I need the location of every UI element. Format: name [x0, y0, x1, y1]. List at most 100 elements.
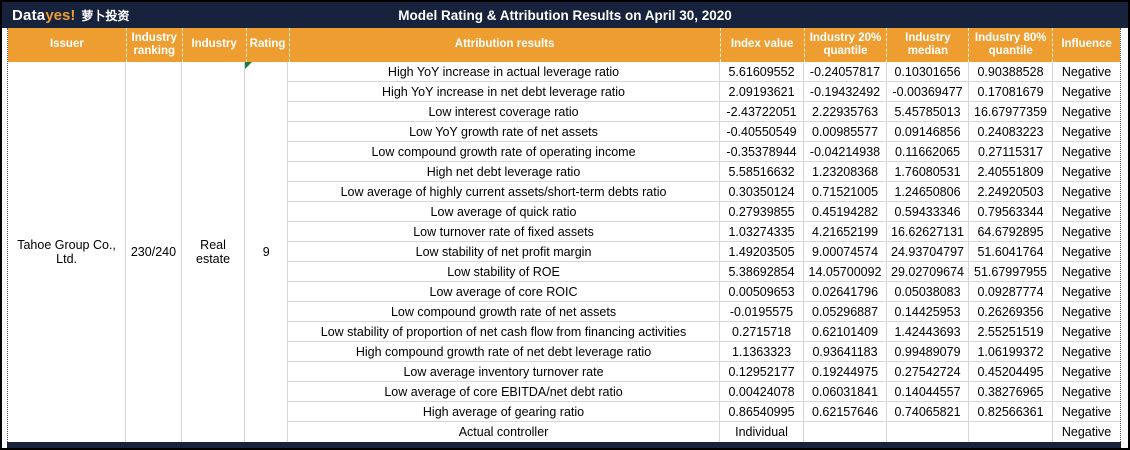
attribution-cell[interactable]: High net debt leverage ratio: [288, 162, 721, 182]
index-value-cell[interactable]: -0.40550549: [720, 122, 805, 142]
median-cell[interactable]: 5.45785013: [887, 102, 970, 122]
index-value-cell[interactable]: 0.30350124: [720, 182, 805, 202]
median-cell[interactable]: 0.05038083: [887, 282, 970, 302]
median-cell[interactable]: 0.99489079: [887, 342, 970, 362]
influence-cell[interactable]: Negative: [1053, 242, 1121, 262]
attribution-cell[interactable]: Low stability of net profit margin: [288, 242, 721, 262]
industry-cell[interactable]: Real estate: [182, 62, 246, 442]
median-cell[interactable]: 1.42443693: [887, 322, 970, 342]
q20-cell[interactable]: 0.19244975: [804, 362, 888, 382]
col-header-industry[interactable]: Industry: [183, 28, 247, 62]
index-value-cell[interactable]: 0.27939855: [720, 202, 805, 222]
q20-cell[interactable]: -0.04214938: [804, 142, 888, 162]
influence-cell[interactable]: Negative: [1053, 362, 1121, 382]
q80-cell[interactable]: 51.6041764: [969, 242, 1054, 262]
col-header-industry-20-quantile[interactable]: Industry 20% quantile: [805, 28, 888, 62]
q80-cell[interactable]: 0.27115317: [969, 142, 1054, 162]
index-value-cell[interactable]: 0.00509653: [720, 282, 805, 302]
influence-cell[interactable]: Negative: [1053, 222, 1121, 242]
index-value-cell[interactable]: 2.09193621: [720, 82, 805, 102]
q80-cell[interactable]: 0.90388528: [969, 62, 1054, 82]
index-value-cell[interactable]: 0.00424078: [720, 382, 805, 402]
median-cell[interactable]: 29.02709674: [887, 262, 970, 282]
influence-cell[interactable]: Negative: [1061, 425, 1112, 439]
median-cell[interactable]: [887, 422, 970, 442]
attribution-cell[interactable]: Low YoY growth rate of net assets: [288, 122, 721, 142]
col-header-rating[interactable]: Rating: [247, 28, 290, 62]
q80-cell[interactable]: 51.67997955: [969, 262, 1054, 282]
influence-cell[interactable]: Negative: [1053, 202, 1121, 222]
q80-cell[interactable]: 0.45204495: [969, 362, 1054, 382]
q20-cell[interactable]: 9.00074574: [804, 242, 888, 262]
attribution-cell[interactable]: Low stability of proportion of net cash …: [288, 322, 721, 342]
col-header-industry-80-quantile[interactable]: Industry 80% quantile: [969, 28, 1054, 62]
q80-cell[interactable]: 2.55251519: [969, 322, 1054, 342]
median-cell[interactable]: 0.14425953: [887, 302, 970, 322]
q20-cell[interactable]: 14.05700092: [804, 262, 888, 282]
col-header-index-value[interactable]: Index value: [721, 28, 805, 62]
median-cell[interactable]: 0.59433346: [887, 202, 970, 222]
q80-cell[interactable]: 0.17081679: [969, 82, 1054, 102]
q80-cell[interactable]: 0.82566361: [969, 402, 1054, 422]
q20-cell[interactable]: 0.05296887: [804, 302, 888, 322]
influence-cell[interactable]: Negative: [1053, 342, 1121, 362]
attribution-cell[interactable]: Low average inventory turnover rate: [288, 362, 721, 382]
issuer-cell[interactable]: Tahoe Group Co., Ltd.: [8, 62, 127, 442]
attribution-cell[interactable]: High YoY increase in net debt leverage r…: [288, 82, 721, 102]
index-value-cell[interactable]: 0.2715718: [720, 322, 805, 342]
q80-cell[interactable]: 1.06199372: [969, 342, 1054, 362]
median-cell[interactable]: 1.24650806: [887, 182, 970, 202]
index-value-cell[interactable]: 5.61609552: [720, 62, 805, 82]
q80-cell[interactable]: [969, 422, 1054, 442]
attribution-cell[interactable]: Low compound growth rate of net assets: [288, 302, 721, 322]
col-header-industry-ranking[interactable]: Industry ranking: [127, 28, 183, 62]
index-value-cell[interactable]: 5.38692854: [720, 262, 805, 282]
influence-cell[interactable]: Negative: [1053, 142, 1121, 162]
median-cell[interactable]: 0.14044557: [887, 382, 970, 402]
index-value-cell[interactable]: -0.35378944: [720, 142, 805, 162]
attribution-cell[interactable]: Low compound growth rate of operating in…: [288, 142, 721, 162]
influence-cell[interactable]: Negative: [1053, 182, 1121, 202]
influence-cell[interactable]: Negative: [1053, 302, 1121, 322]
q80-cell[interactable]: 16.67977359: [969, 102, 1054, 122]
attribution-cell[interactable]: Low average of core ROIC: [288, 282, 721, 302]
q20-cell[interactable]: 0.93641183: [804, 342, 888, 362]
median-cell[interactable]: 0.10301656: [887, 62, 970, 82]
col-header-influence[interactable]: Influence: [1061, 38, 1112, 51]
col-header-industry-median[interactable]: Industry median: [887, 28, 970, 62]
influence-cell[interactable]: Negative: [1053, 62, 1121, 82]
influence-cell[interactable]: Negative: [1053, 122, 1121, 142]
attribution-cell[interactable]: Low average of quick ratio: [288, 202, 721, 222]
attribution-cell[interactable]: Low interest coverage ratio: [288, 102, 721, 122]
influence-cell[interactable]: Negative: [1053, 82, 1121, 102]
q80-cell[interactable]: 0.24083223: [969, 122, 1054, 142]
q20-cell[interactable]: -0.19432492: [804, 82, 888, 102]
index-value-cell[interactable]: Individual: [720, 422, 805, 442]
median-cell[interactable]: 0.74065821: [887, 402, 970, 422]
median-cell[interactable]: 0.27542724: [887, 362, 970, 382]
attribution-cell[interactable]: Low average of core EBITDA/net debt rati…: [288, 382, 721, 402]
q20-cell[interactable]: 0.62157646: [804, 402, 888, 422]
q80-cell[interactable]: 2.40551809: [969, 162, 1054, 182]
q20-cell[interactable]: [804, 422, 888, 442]
influence-cell[interactable]: Negative: [1053, 322, 1121, 342]
index-value-cell[interactable]: -0.0195575: [720, 302, 805, 322]
index-value-cell[interactable]: 5.58516632: [720, 162, 805, 182]
q20-cell[interactable]: 4.21652199: [804, 222, 888, 242]
index-value-cell[interactable]: 1.03274335: [720, 222, 805, 242]
median-cell[interactable]: 24.93704797: [887, 242, 970, 262]
median-cell[interactable]: 1.76080531: [887, 162, 970, 182]
q80-cell[interactable]: 0.26269356: [969, 302, 1054, 322]
influence-cell[interactable]: Negative: [1053, 382, 1121, 402]
q80-cell[interactable]: 0.79563344: [969, 202, 1054, 222]
attribution-cell[interactable]: Low turnover rate of fixed assets: [288, 222, 721, 242]
q20-cell[interactable]: 0.62101409: [804, 322, 888, 342]
col-header-attribution-results[interactable]: Attribution results: [290, 28, 721, 62]
q20-cell[interactable]: 2.22935763: [804, 102, 888, 122]
q80-cell[interactable]: 2.24920503: [969, 182, 1054, 202]
median-cell[interactable]: 0.09146856: [887, 122, 970, 142]
q20-cell[interactable]: 1.23208368: [804, 162, 888, 182]
attribution-cell[interactable]: High average of gearing ratio: [288, 402, 721, 422]
median-cell[interactable]: -0.00369477: [887, 82, 970, 102]
index-value-cell[interactable]: -2.43722051: [720, 102, 805, 122]
